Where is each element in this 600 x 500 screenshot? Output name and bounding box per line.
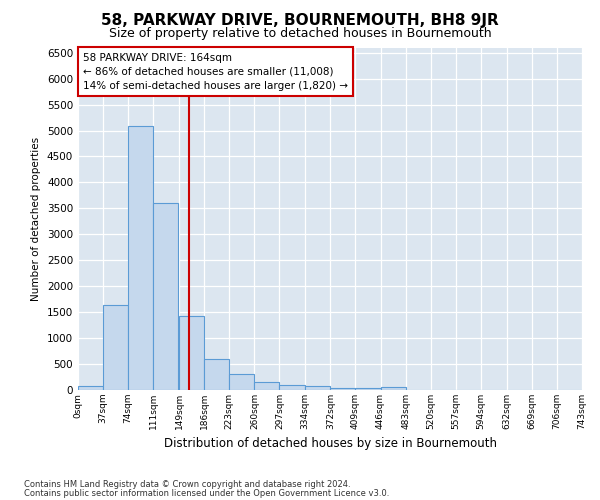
Text: Contains HM Land Registry data © Crown copyright and database right 2024.: Contains HM Land Registry data © Crown c… [24, 480, 350, 489]
Text: Size of property relative to detached houses in Bournemouth: Size of property relative to detached ho… [109, 28, 491, 40]
Bar [204, 360, 229, 390]
Bar [78, 386, 103, 390]
Y-axis label: Number of detached properties: Number of detached properties [31, 136, 41, 301]
Bar [380, 388, 406, 390]
Bar [331, 388, 355, 390]
Bar [103, 305, 128, 390]
Bar [280, 385, 305, 390]
Text: 58, PARKWAY DRIVE, BOURNEMOUTH, BH8 9JR: 58, PARKWAY DRIVE, BOURNEMOUTH, BH8 9JR [101, 12, 499, 28]
Text: 58 PARKWAY DRIVE: 164sqm
← 86% of detached houses are smaller (11,008)
14% of se: 58 PARKWAY DRIVE: 164sqm ← 86% of detach… [83, 52, 348, 90]
X-axis label: Distribution of detached houses by size in Bournemouth: Distribution of detached houses by size … [163, 438, 497, 450]
Bar [254, 382, 280, 390]
Bar [229, 374, 254, 390]
Text: Contains public sector information licensed under the Open Government Licence v3: Contains public sector information licen… [24, 488, 389, 498]
Bar [153, 203, 178, 390]
Bar [179, 316, 204, 390]
Bar [305, 386, 329, 390]
Bar [355, 388, 380, 390]
Bar [128, 126, 153, 390]
